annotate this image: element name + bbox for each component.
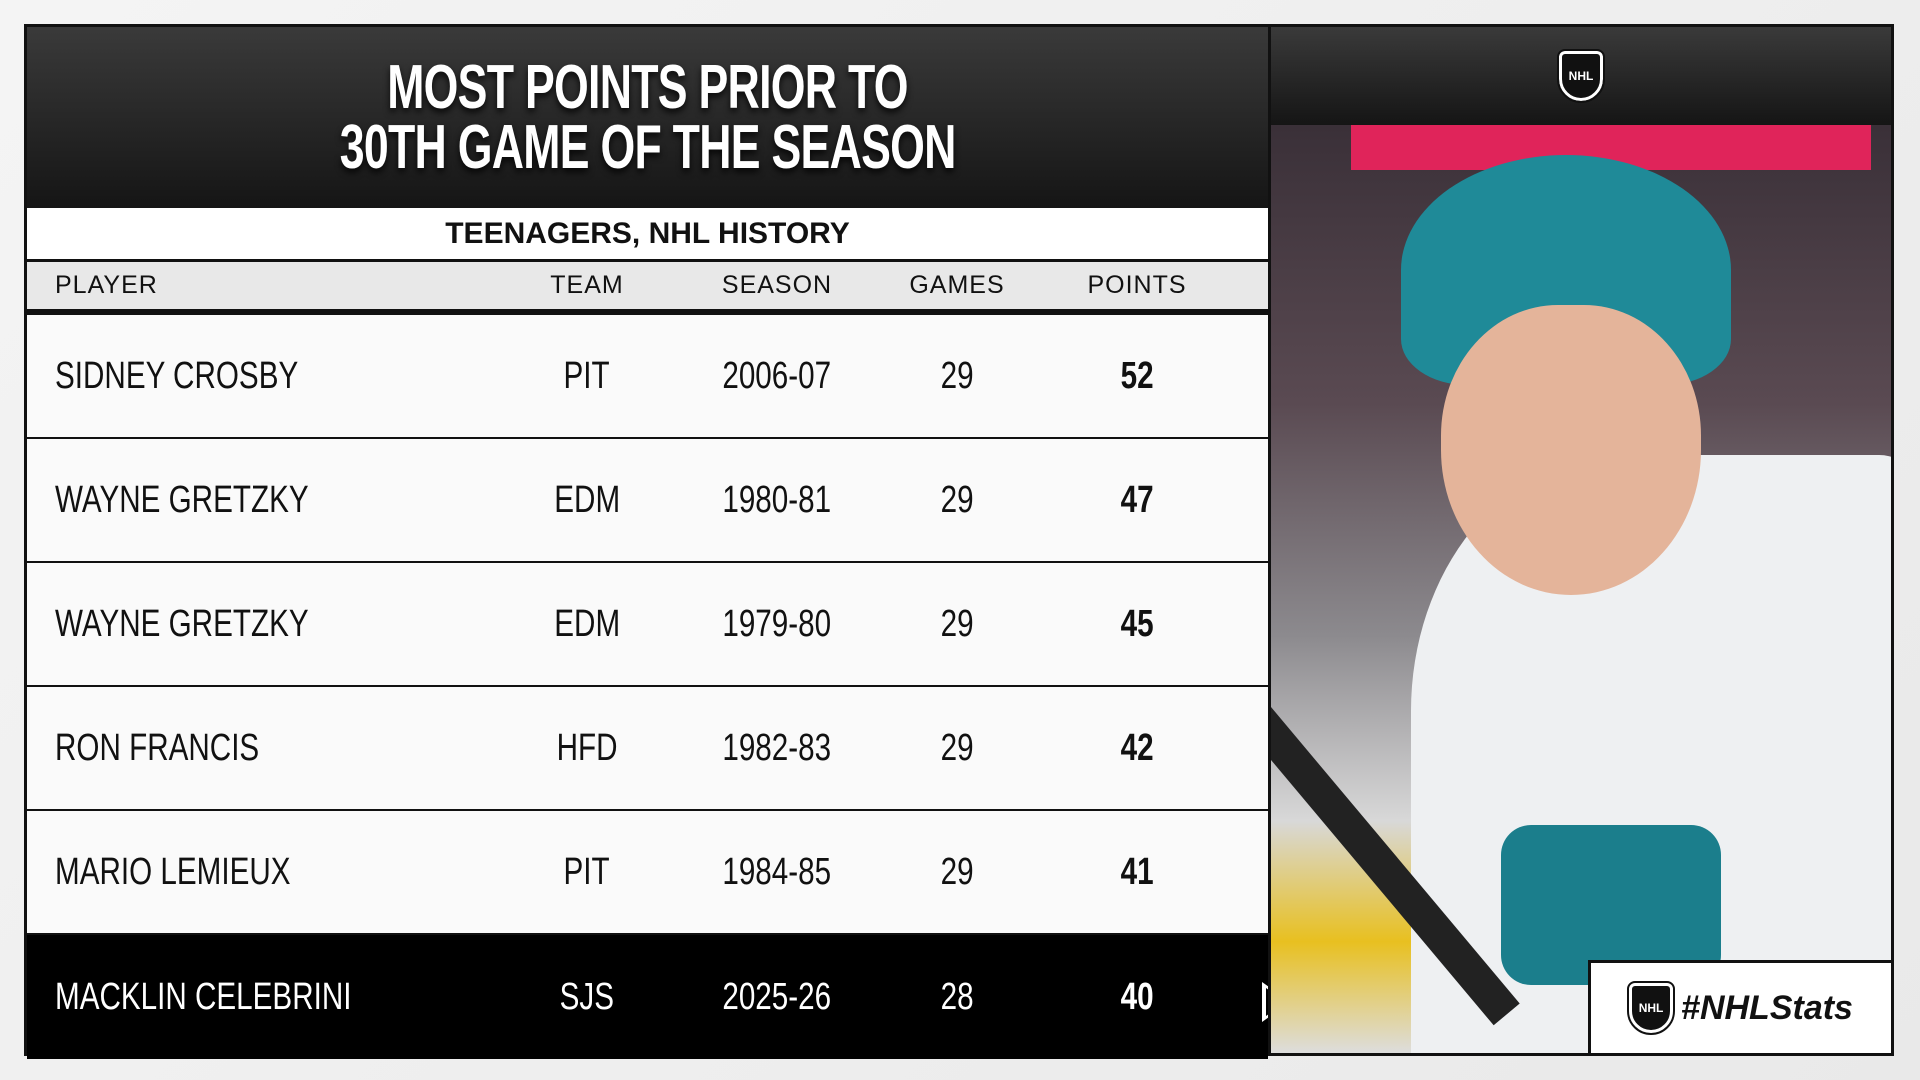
cell-text: 2006-07 bbox=[722, 354, 832, 397]
subtitle: TEENAGERS, NHL HISTORY bbox=[27, 208, 1268, 262]
title-line-2: 30TH GAME OF THE SEASON bbox=[339, 112, 957, 182]
season-cell: 2025-26 bbox=[707, 935, 847, 1059]
cell-text: 45 bbox=[1120, 602, 1154, 645]
cell-text: 52 bbox=[1120, 354, 1154, 397]
cell-text: 47 bbox=[1120, 478, 1154, 521]
nhl-logo-icon: NHL bbox=[1557, 49, 1605, 103]
team-cell: SJS bbox=[537, 935, 637, 1059]
cell-text: 29 bbox=[940, 726, 974, 769]
games-cell: 29 bbox=[907, 687, 1007, 809]
cell-text: WAYNE GRETZKY bbox=[55, 478, 309, 521]
graphic-frame: MOST POINTS PRIOR TO 30TH GAME OF THE SE… bbox=[24, 24, 1894, 1059]
player-cell: SIDNEY CROSBY bbox=[55, 315, 367, 437]
cell-text: 41 bbox=[1120, 850, 1154, 893]
games-cell: 29 bbox=[907, 439, 1007, 561]
column-headers: PLAYER TEAM SEASON GAMES POINTS bbox=[27, 262, 1268, 312]
player-cell: MACKLIN CELEBRINI bbox=[55, 935, 435, 1059]
season-cell: 1980-81 bbox=[707, 439, 847, 561]
cell-text: 2025-26 bbox=[722, 975, 832, 1018]
cell-text: 1979-80 bbox=[722, 602, 832, 645]
player-cell: MARIO LEMIEUX bbox=[55, 811, 357, 933]
cell-text: PIT bbox=[563, 850, 611, 893]
table-row: WAYNE GRETZKY EDM 1980-81 29 47 bbox=[27, 439, 1268, 563]
games-cell: 29 bbox=[907, 563, 1007, 685]
cell-text: 1982-83 bbox=[722, 726, 832, 769]
team-cell: EDM bbox=[537, 563, 637, 685]
hashtag-badge: NHL #NHLStats bbox=[1588, 960, 1891, 1053]
hashtag-text: #NHLStats bbox=[1681, 988, 1853, 1027]
cell-text: WAYNE GRETZKY bbox=[55, 602, 309, 645]
col-games: GAMES bbox=[909, 271, 1005, 299]
col-points: POINTS bbox=[1087, 271, 1187, 299]
season-cell: 1979-80 bbox=[707, 563, 847, 685]
cell-text: 1980-81 bbox=[722, 478, 832, 521]
cell-text: SIDNEY CROSBY bbox=[55, 354, 299, 397]
season-cell: 2006-07 bbox=[707, 315, 847, 437]
cell-text: MACKLIN CELEBRINI bbox=[55, 975, 352, 1018]
table-row: WAYNE GRETZKY EDM 1979-80 29 45 bbox=[27, 563, 1268, 687]
cell-text: EDM bbox=[554, 602, 620, 645]
team-cell: EDM bbox=[537, 439, 637, 561]
cell-text: MARIO LEMIEUX bbox=[55, 850, 291, 893]
player-photo: NHL #NHLStats bbox=[1271, 125, 1891, 1053]
points-cell: 40 bbox=[1087, 935, 1187, 1059]
cell-text: 29 bbox=[940, 478, 974, 521]
season-cell: 1982-83 bbox=[707, 687, 847, 809]
points-cell: 52 bbox=[1087, 315, 1187, 437]
points-cell: 42 bbox=[1087, 687, 1187, 809]
cell-text: SJS bbox=[559, 975, 615, 1018]
col-team: TEAM bbox=[550, 271, 624, 299]
table-row: MARIO LEMIEUX PIT 1984-85 29 41 bbox=[27, 811, 1268, 935]
cell-text: EDM bbox=[554, 478, 620, 521]
points-cell: 45 bbox=[1087, 563, 1187, 685]
logo-bar: NHL bbox=[1271, 27, 1891, 125]
points-cell: 47 bbox=[1087, 439, 1187, 561]
team-cell: PIT bbox=[537, 811, 637, 933]
cell-text: 1984-85 bbox=[722, 850, 832, 893]
cell-text: 29 bbox=[940, 850, 974, 893]
team-cell: PIT bbox=[537, 315, 637, 437]
col-player: PLAYER bbox=[55, 271, 158, 299]
cell-text: 28 bbox=[940, 975, 974, 1018]
player-cell: WAYNE GRETZKY bbox=[55, 563, 380, 685]
title-line-1: MOST POINTS PRIOR TO bbox=[387, 52, 908, 122]
photo-panel: NHL NHL #NHLStats bbox=[1268, 27, 1891, 1053]
cell-text: PIT bbox=[563, 354, 611, 397]
games-cell: 29 bbox=[907, 315, 1007, 437]
cell-text: 40 bbox=[1120, 975, 1154, 1018]
player-cell: RON FRANCIS bbox=[55, 687, 317, 809]
cell-text: 29 bbox=[940, 354, 974, 397]
table-row: RON FRANCIS HFD 1982-83 29 42 bbox=[27, 687, 1268, 811]
player-cell: WAYNE GRETZKY bbox=[55, 439, 380, 561]
cell-text: 29 bbox=[940, 602, 974, 645]
table-row: SIDNEY CROSBY PIT 2006-07 29 52 bbox=[27, 315, 1268, 439]
cell-text: RON FRANCIS bbox=[55, 726, 260, 769]
team-cell: HFD bbox=[537, 687, 637, 809]
points-cell: 41 bbox=[1087, 811, 1187, 933]
col-season: SEASON bbox=[721, 271, 833, 299]
title-header: MOST POINTS PRIOR TO 30TH GAME OF THE SE… bbox=[27, 27, 1268, 208]
cell-text: 42 bbox=[1120, 726, 1154, 769]
table-row-highlighted: MACKLIN CELEBRINI SJS 2025-26 28 40 bbox=[27, 935, 1290, 1059]
cell-text: HFD bbox=[556, 726, 618, 769]
games-cell: 28 bbox=[907, 935, 1007, 1059]
games-cell: 29 bbox=[907, 811, 1007, 933]
stats-table: MOST POINTS PRIOR TO 30TH GAME OF THE SE… bbox=[27, 27, 1290, 1059]
season-cell: 1984-85 bbox=[707, 811, 847, 933]
nhl-logo-small-icon: NHL bbox=[1627, 981, 1676, 1035]
